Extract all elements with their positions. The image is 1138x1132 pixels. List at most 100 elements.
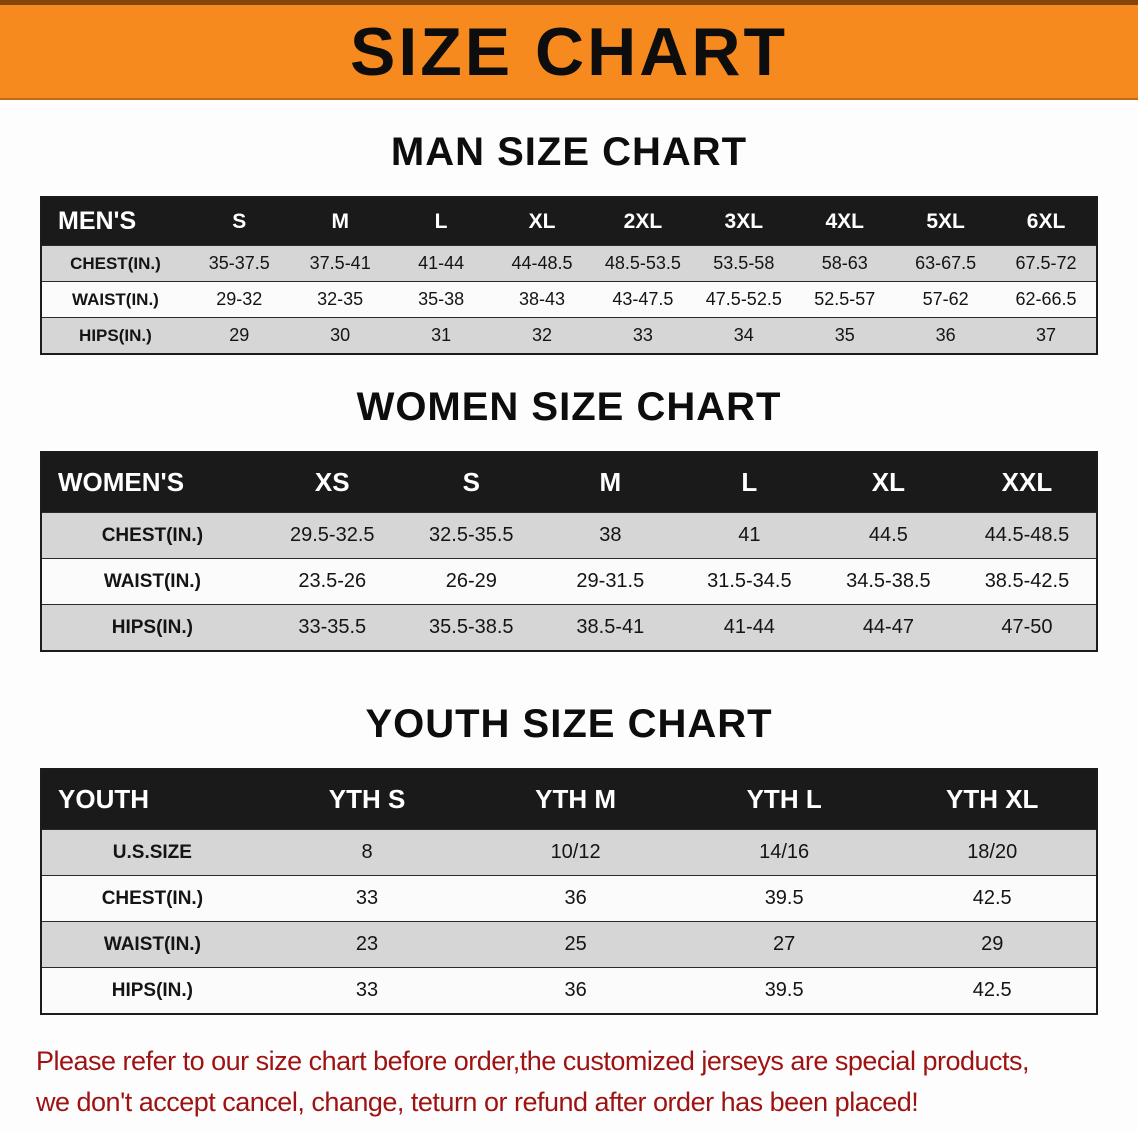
data-cell: 14/16 (759, 841, 810, 863)
data-cell: 44.5 (868, 524, 908, 546)
size-header-cell: XXL (957, 452, 1097, 513)
table-row: WAIST(IN.) 23 25 27 29 (41, 921, 1097, 968)
data-cell: 35.5-38.5 (429, 616, 514, 638)
notice-line-2: we don't accept cancel, change, teturn o… (36, 1086, 919, 1117)
row-label: WAIST(IN.) (71, 289, 159, 309)
data-cell: 44.5-48.5 (984, 524, 1070, 546)
data-cell: 52.5-57 (814, 289, 876, 309)
size-header-cell: YTH L (679, 769, 889, 830)
header-row: WOMEN'S XS S M L XL XXL (41, 452, 1097, 513)
size-header-cell: YTH S (262, 769, 472, 830)
data-cell: 43-47.5 (612, 289, 674, 309)
data-cell: 34.5-38.5 (846, 570, 931, 592)
table-row: WAIST(IN.) 23.5-26 26-29 29-31.5 31.5-34.5 34… (41, 558, 1097, 605)
data-cell: 44-47 (862, 616, 914, 638)
data-cell: 29.5-32.5 (290, 524, 375, 546)
row-label: HIPS(IN.) (79, 325, 152, 345)
size-header-cell: L (390, 197, 492, 246)
data-cell: 39.5 (764, 887, 804, 909)
row-label: CHEST(IN.) (101, 887, 204, 909)
data-cell: 35-37.5 (208, 253, 270, 273)
data-cell: 57-62 (922, 289, 969, 309)
row-label: U.S.SIZE (112, 841, 192, 863)
data-cell: 37 (1036, 325, 1057, 345)
data-cell: 38.5-41 (576, 616, 645, 638)
size-header-cell: 6XL (996, 197, 1097, 246)
banner: SIZE CHART (0, 0, 1138, 100)
table-row: HIPS(IN.) 33-35.5 35.5-38.5 38.5-41 41-44 44-… (41, 604, 1097, 651)
data-cell: 29 (981, 933, 1004, 955)
data-cell: 37.5-41 (309, 253, 371, 273)
data-cell: 30 (330, 325, 351, 345)
data-cell: 26-29 (445, 570, 497, 592)
data-cell: 33 (632, 325, 653, 345)
data-cell: 36 (564, 979, 587, 1001)
data-cell: 29-31.5 (576, 570, 645, 592)
data-cell: 35-38 (418, 289, 465, 309)
size-header-cell: 3XL (693, 197, 795, 246)
data-cell: 47.5-52.5 (705, 289, 782, 309)
data-cell: 34 (733, 325, 754, 345)
size-header-cell: XL (818, 452, 958, 513)
data-cell: 18/20 (967, 841, 1018, 863)
data-cell: 42.5 (972, 979, 1012, 1001)
table-row: HIPS(IN.) 29 30 31 32 33 34 35 36 37 (41, 317, 1097, 354)
data-cell: 47-50 (1001, 616, 1053, 638)
size-header-cell: M (540, 452, 680, 513)
data-cell: 33 (355, 979, 379, 1001)
data-cell: 32.5-35.5 (429, 524, 514, 546)
men-size-chart-heading: MAN SIZE CHART (390, 130, 748, 174)
row-label: WAIST(IN.) (103, 570, 201, 592)
youth-size-chart-heading: YOUTH SIZE CHART (365, 702, 773, 746)
table-row: CHEST(IN.) 35-37.5 37.5-41 41-44 44-48.5 48.5… (41, 245, 1097, 282)
data-cell: 31 (431, 325, 452, 345)
data-cell: 29-32 (216, 289, 263, 309)
women-size-chart-heading: WOMEN SIZE CHART (356, 385, 782, 429)
section-men: MAN SIZE CHART MEN'S S M L XL 2XL 3XL 4XL 5XL 6XL… (0, 130, 1138, 355)
data-cell: 10/12 (550, 841, 601, 863)
data-cell: 41-44 (418, 253, 465, 273)
size-header-cell: XS (262, 452, 402, 513)
data-cell: 67.5-72 (1015, 253, 1077, 273)
size-header-cell: 2XL (592, 197, 694, 246)
data-cell: 53.5-58 (713, 253, 775, 273)
data-cell: 36 (564, 887, 587, 909)
data-cell: 32-35 (317, 289, 364, 309)
header-row: YOUTH YTH S YTH M YTH L YTH XL (41, 769, 1097, 830)
size-header-cell: S (401, 452, 541, 513)
data-cell: 29 (229, 325, 250, 345)
data-cell: 62-66.5 (1015, 289, 1077, 309)
data-cell: 25 (564, 933, 587, 955)
size-header-cell: XL (491, 197, 593, 246)
data-cell: 63-67.5 (915, 253, 977, 273)
data-cell: 48.5-53.5 (604, 253, 681, 273)
data-cell: 8 (361, 841, 373, 863)
data-cell: 27 (773, 933, 796, 955)
men-size-table: MEN'S S M L XL 2XL 3XL 4XL 5XL 6XL CHEST(IN.) 35-37… (40, 196, 1098, 355)
data-cell: 44-48.5 (511, 253, 573, 273)
table-row: CHEST(IN.) 29.5-32.5 32.5-35.5 38 41 44.5 44.5… (41, 512, 1097, 559)
row-label: CHEST(IN.) (101, 524, 204, 546)
footer-notice: Please refer to our size chart before or… (36, 1041, 1102, 1122)
youth-size-table: YOUTH YTH S YTH M YTH L YTH XL U.S.SIZE 8 10/12… (40, 768, 1098, 1015)
row-label: HIPS(IN.) (111, 979, 194, 1001)
table-title-cell: YOUTH (41, 769, 263, 830)
row-label: CHEST(IN.) (70, 253, 161, 273)
table-row: CHEST(IN.) 33 36 39.5 42.5 (41, 875, 1097, 922)
data-cell: 33 (355, 887, 379, 909)
size-header-cell: 5XL (895, 197, 997, 246)
table-title-cell: WOMEN'S (41, 452, 263, 513)
size-header-cell: 4XL (794, 197, 896, 246)
data-cell: 38.5-42.5 (984, 570, 1070, 592)
data-cell: 41 (738, 524, 761, 546)
notice-line-1: Please refer to our size chart before or… (36, 1046, 1030, 1076)
data-cell: 35 (834, 325, 855, 345)
data-cell: 32 (531, 325, 553, 345)
data-cell: 38-43 (518, 289, 566, 309)
table-row: U.S.SIZE 8 10/12 14/16 18/20 (41, 829, 1097, 876)
row-label: WAIST(IN.) (103, 933, 201, 955)
size-header-cell: L (679, 452, 819, 513)
table-row: HIPS(IN.) 33 36 39.5 42.5 (41, 967, 1097, 1014)
size-header-cell: YTH M (471, 769, 680, 830)
